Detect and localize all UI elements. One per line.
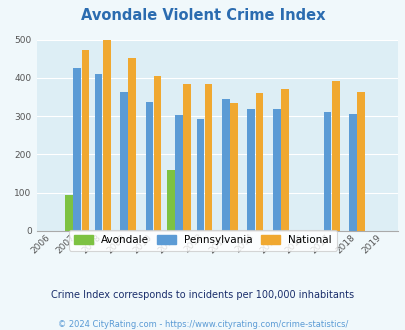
Bar	[247, 109, 254, 231]
Bar	[230, 103, 237, 231]
Bar	[280, 88, 288, 231]
Bar	[65, 195, 73, 231]
Bar	[128, 58, 136, 231]
Bar	[356, 92, 364, 231]
Bar	[175, 115, 182, 231]
Bar	[120, 92, 128, 231]
Text: Avondale Violent Crime Index: Avondale Violent Crime Index	[81, 8, 324, 23]
Bar	[255, 93, 262, 231]
Bar	[167, 170, 174, 231]
Bar	[204, 84, 212, 231]
Bar	[145, 102, 153, 231]
Text: © 2024 CityRating.com - https://www.cityrating.com/crime-statistics/: © 2024 CityRating.com - https://www.city…	[58, 320, 347, 329]
Bar	[81, 50, 89, 231]
Bar	[331, 81, 339, 231]
Bar	[95, 74, 102, 231]
Bar	[348, 114, 356, 231]
Text: Crime Index corresponds to incidents per 100,000 inhabitants: Crime Index corresponds to incidents per…	[51, 290, 354, 300]
Bar	[272, 109, 280, 231]
Bar	[103, 40, 110, 231]
Bar	[153, 76, 161, 231]
Bar	[196, 119, 204, 231]
Bar	[222, 99, 229, 231]
Bar	[323, 112, 330, 231]
Legend: Avondale, Pennsylvania, National: Avondale, Pennsylvania, National	[68, 230, 337, 250]
Bar	[73, 68, 81, 231]
Bar	[183, 84, 190, 231]
